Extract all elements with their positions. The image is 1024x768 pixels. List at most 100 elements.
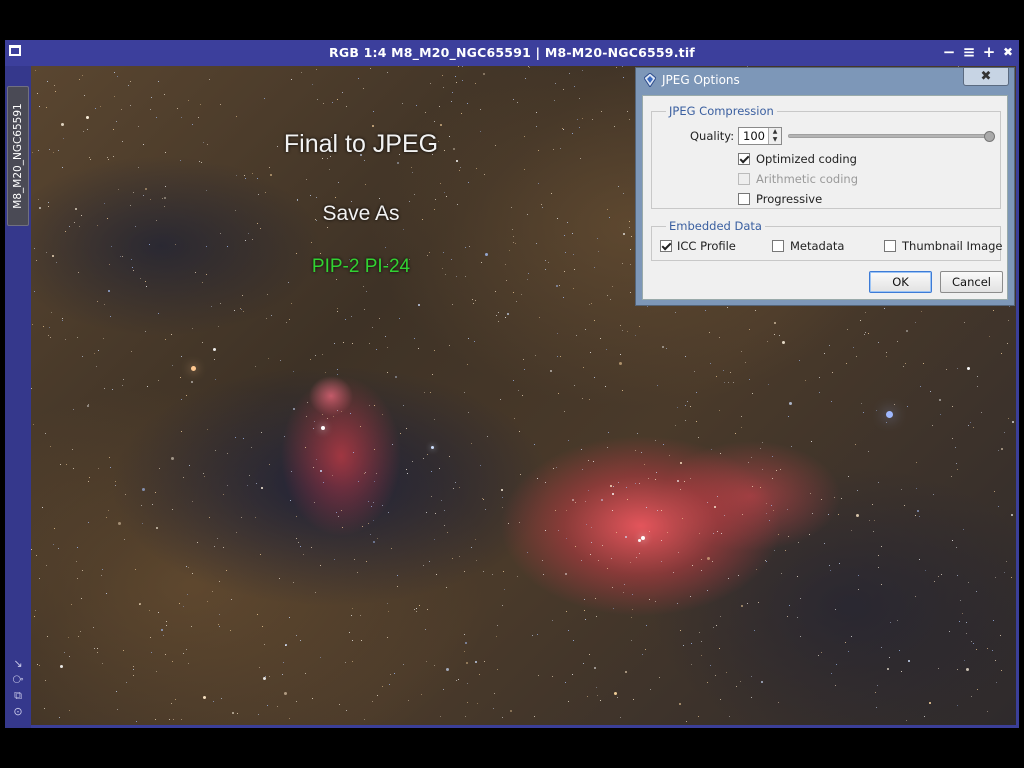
star	[33, 424, 34, 425]
star	[968, 425, 969, 426]
star	[682, 518, 683, 519]
star	[593, 461, 594, 462]
target-icon[interactable]: ⊙	[13, 705, 23, 718]
ok-button[interactable]: OK	[869, 271, 932, 293]
star	[338, 182, 339, 183]
star	[606, 349, 607, 350]
thumbnail-image-checkbox[interactable]	[884, 240, 896, 252]
maximize-icon[interactable]: +	[982, 43, 996, 61]
star	[505, 264, 506, 265]
star	[443, 87, 444, 88]
star	[262, 626, 263, 627]
star	[874, 520, 875, 521]
star	[391, 548, 392, 549]
star	[949, 631, 950, 632]
star	[368, 501, 369, 502]
star	[851, 636, 852, 637]
star	[556, 467, 557, 468]
star	[907, 406, 908, 407]
star	[566, 538, 567, 539]
star	[422, 219, 423, 220]
star	[82, 356, 83, 357]
star	[118, 522, 121, 525]
star	[206, 190, 207, 191]
quality-slider[interactable]	[788, 131, 995, 142]
star	[315, 219, 316, 220]
progressive-label: Progressive	[756, 192, 823, 206]
minimize-icon[interactable]: −	[942, 43, 956, 61]
star	[805, 380, 806, 381]
star	[502, 605, 503, 606]
star	[131, 351, 132, 352]
star	[901, 489, 902, 490]
star	[639, 326, 640, 327]
star	[269, 676, 270, 677]
star	[201, 162, 202, 163]
star	[191, 381, 193, 383]
star	[649, 531, 650, 532]
dialog-close-icon[interactable]: ✖	[963, 68, 1009, 86]
star	[74, 222, 75, 223]
star	[573, 640, 574, 641]
star	[821, 652, 822, 653]
star	[35, 610, 36, 611]
star	[133, 192, 134, 193]
star	[635, 335, 636, 336]
star	[532, 635, 533, 636]
star	[351, 201, 352, 202]
cancel-button[interactable]: Cancel	[940, 271, 1003, 293]
star	[868, 333, 869, 334]
star	[497, 625, 498, 626]
star	[140, 278, 141, 279]
quality-spinbox[interactable]: 100 ▲ ▼	[738, 127, 782, 145]
star	[323, 103, 324, 104]
shade-icon[interactable]: ≡	[962, 43, 976, 61]
close-icon[interactable]: ✖	[1002, 45, 1014, 59]
star	[829, 565, 830, 566]
optimized-coding-checkbox[interactable]	[738, 153, 750, 165]
star	[726, 672, 727, 673]
window-titlebar[interactable]: RGB 1:4 M8_M20_NGC65591 | M8-M20-NGC6559…	[5, 40, 1019, 66]
star	[458, 66, 459, 67]
quality-slider-knob[interactable]	[984, 131, 995, 142]
star	[223, 547, 224, 548]
star	[98, 350, 99, 351]
star	[337, 369, 338, 370]
arithmetic-coding-checkbox[interactable]	[738, 173, 750, 185]
window-icon[interactable]	[9, 45, 21, 56]
metadata-checkbox[interactable]	[772, 240, 784, 252]
star	[402, 103, 403, 104]
resize-arrow-icon[interactable]: ↘	[13, 657, 23, 670]
star	[624, 584, 625, 585]
star	[165, 152, 166, 153]
star	[108, 510, 109, 511]
star	[54, 85, 55, 86]
star	[612, 510, 613, 511]
clone-view-icon[interactable]: ⧉	[14, 689, 22, 702]
star	[49, 327, 50, 328]
star	[418, 348, 419, 349]
star	[620, 717, 621, 718]
star	[138, 126, 139, 127]
star	[626, 487, 627, 488]
star	[192, 501, 193, 502]
icc-profile-checkbox[interactable]	[660, 240, 672, 252]
star	[598, 560, 599, 561]
progressive-checkbox[interactable]	[738, 193, 750, 205]
spin-down-icon[interactable]: ▼	[768, 136, 781, 144]
star	[475, 83, 476, 84]
star	[622, 330, 623, 331]
fit-view-icon[interactable]: ⧂	[12, 673, 24, 686]
star	[434, 209, 435, 210]
star	[855, 444, 856, 445]
view-identifier-tab[interactable]: M8_M20_NGC65591	[7, 86, 29, 226]
star	[545, 260, 546, 261]
star	[485, 509, 486, 510]
star	[551, 193, 552, 194]
star	[243, 438, 244, 439]
star	[481, 262, 482, 263]
star	[397, 586, 398, 587]
star	[502, 497, 503, 498]
star	[897, 620, 898, 621]
star	[31, 549, 32, 550]
